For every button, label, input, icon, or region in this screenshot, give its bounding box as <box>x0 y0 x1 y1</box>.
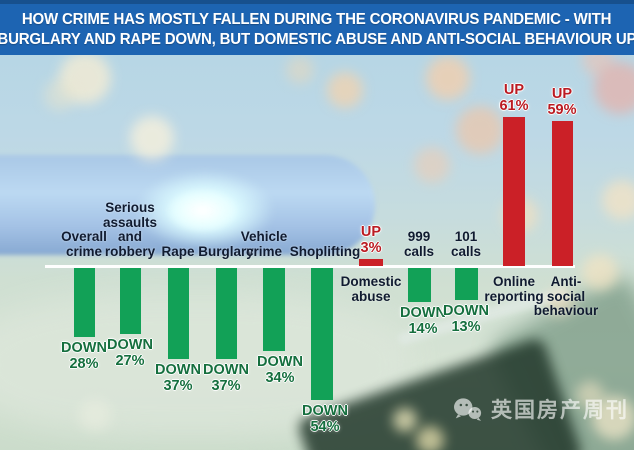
category-label-999-calls: 999 calls <box>403 229 435 259</box>
value-label-serious-assaults-and-robbery: DOWN 27% <box>107 337 153 369</box>
bokeh-light <box>130 116 174 160</box>
bokeh-light <box>79 399 111 431</box>
bokeh-light <box>602 180 634 220</box>
watermark: 英国房产周刊 <box>452 394 629 424</box>
category-label-anti-social-behaviour: Anti-social behaviour <box>533 274 599 318</box>
category-label-serious-assaults-and-robbery: Serious assaults and robbery <box>102 200 158 259</box>
value-label-burglary: DOWN 37% <box>203 362 249 394</box>
bokeh-light <box>426 56 470 100</box>
watermark-text: 英国房产周刊 <box>491 399 629 422</box>
bar-anti-social-behaviour <box>552 121 573 266</box>
value-label-overall-crime: DOWN 28% <box>61 340 107 372</box>
value-label-999-calls: DOWN 14% <box>400 305 446 337</box>
bar-999-calls <box>408 268 431 302</box>
background-photo <box>0 55 634 450</box>
bar-online-reporting <box>503 117 525 266</box>
bokeh-light <box>44 79 76 111</box>
value-label-rape: DOWN 37% <box>155 362 201 394</box>
bokeh-light <box>416 426 444 450</box>
value-label-vehicle-crime: DOWN 34% <box>257 354 303 386</box>
bokeh-light <box>594 62 634 114</box>
bar-vehicle-crime <box>263 268 285 351</box>
category-label-rape: Rape <box>161 243 195 259</box>
category-label-online-reporting: Online reporting <box>484 274 544 304</box>
value-label-101-calls: DOWN 13% <box>443 303 489 335</box>
category-label-shoplifting: Shoplifting <box>289 243 361 259</box>
bokeh-light <box>327 72 363 108</box>
bar-serious-assaults-and-robbery <box>120 268 141 334</box>
bokeh-light <box>393 408 417 432</box>
bokeh-light <box>582 254 618 290</box>
bar-shoplifting <box>311 268 333 400</box>
value-label-online-reporting: UP 61% <box>499 82 529 114</box>
headline-banner: HOW CRIME HAS MOSTLY FALLEN DURING THE C… <box>0 0 634 55</box>
bokeh-light <box>414 147 450 183</box>
wechat-icon <box>454 397 482 421</box>
category-label-domestic-abuse: Domestic abuse <box>340 274 402 304</box>
category-label-101-calls: 101 calls <box>450 229 482 259</box>
category-label-vehicle-crime: Vehicle crime <box>240 229 288 259</box>
police-light-core <box>165 188 240 233</box>
bar-domestic-abuse <box>359 259 383 266</box>
value-label-domestic-abuse: UP 3% <box>360 224 382 256</box>
bar-overall-crime <box>74 268 95 337</box>
bokeh-light <box>456 106 504 154</box>
headline-line-2: BURGLARY AND RAPE DOWN, BUT DOMESTIC ABU… <box>0 31 634 48</box>
value-label-shoplifting: DOWN 54% <box>302 403 348 435</box>
bar-burglary <box>216 268 237 359</box>
headline-line-1: HOW CRIME HAS MOSTLY FALLEN DURING THE C… <box>22 11 612 28</box>
bokeh-light <box>286 56 314 84</box>
bar-rape <box>168 268 189 359</box>
bokeh-light <box>546 288 574 316</box>
value-label-anti-social-behaviour: UP 59% <box>547 86 577 118</box>
category-label-burglary: Burglary <box>198 243 254 259</box>
category-label-overall-crime: Overall crime <box>61 229 107 259</box>
bokeh-light <box>576 381 604 409</box>
chart-baseline <box>45 265 575 268</box>
bar-101-calls <box>455 268 478 300</box>
